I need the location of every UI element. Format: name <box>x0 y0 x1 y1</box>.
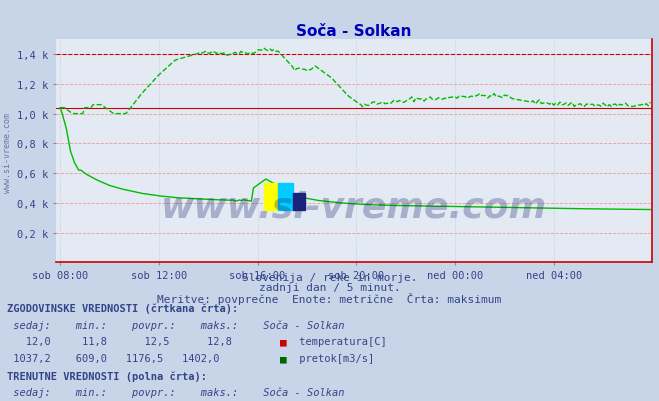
Text: ZGODOVINSKE VREDNOSTI (črtkana črta):: ZGODOVINSKE VREDNOSTI (črtkana črta): <box>7 303 238 313</box>
Text: ■: ■ <box>280 353 287 363</box>
Text: sedaj:    min.:    povpr.:    maks.:    Soča - Solkan: sedaj: min.: povpr.: maks.: Soča - Solka… <box>7 387 344 397</box>
Text: pretok[m3/s]: pretok[m3/s] <box>293 353 374 363</box>
Polygon shape <box>278 184 293 211</box>
Bar <box>293 193 306 211</box>
Text: zadnji dan / 5 minut.: zadnji dan / 5 minut. <box>258 283 401 293</box>
Text: TRENUTNE VREDNOSTI (polna črta):: TRENUTNE VREDNOSTI (polna črta): <box>7 370 206 381</box>
Text: 12,0     11,8      12,5      12,8: 12,0 11,8 12,5 12,8 <box>7 336 231 346</box>
Text: Meritve: povprečne  Enote: metrične  Črta: maksimum: Meritve: povprečne Enote: metrične Črta:… <box>158 293 501 305</box>
Text: Slovenija / reke in morje.: Slovenija / reke in morje. <box>242 273 417 283</box>
Text: temperatura[C]: temperatura[C] <box>293 336 387 346</box>
Text: www.si-vreme.com: www.si-vreme.com <box>161 190 547 224</box>
Title: Soča - Solkan: Soča - Solkan <box>297 24 412 39</box>
Text: ■: ■ <box>280 336 287 346</box>
Text: 1037,2    609,0   1176,5   1402,0: 1037,2 609,0 1176,5 1402,0 <box>7 353 219 363</box>
Text: www.si-vreme.com: www.si-vreme.com <box>3 112 13 192</box>
Text: sedaj:    min.:    povpr.:    maks.:    Soča - Solkan: sedaj: min.: povpr.: maks.: Soča - Solka… <box>7 320 344 330</box>
Bar <box>264 184 278 211</box>
